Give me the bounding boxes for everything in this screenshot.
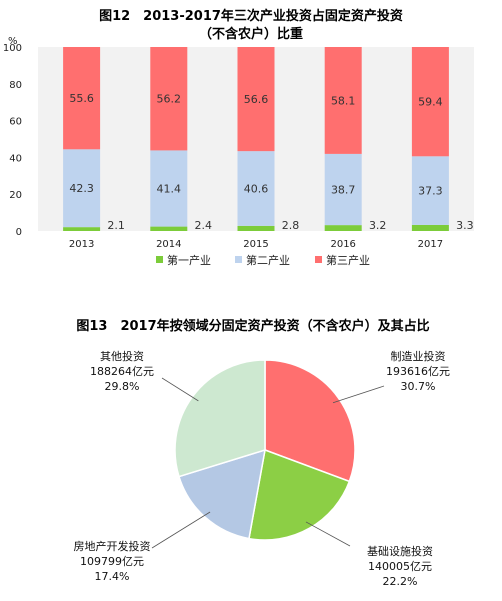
- data-label: 40.6: [244, 182, 269, 195]
- bar-tertiary: [63, 47, 101, 150]
- pie-slice: [178, 448, 266, 540]
- bar-tertiary: [324, 47, 362, 154]
- leader-line: [332, 385, 385, 404]
- slice-percent-label: 29.8%: [105, 380, 140, 393]
- data-label: 55.6: [69, 92, 94, 105]
- y-tick-label: 100: [3, 43, 22, 54]
- slice-amount-label: 193616亿元: [386, 365, 450, 378]
- data-label: 56.6: [244, 93, 269, 106]
- slice-amount-label: 140005亿元: [368, 560, 432, 573]
- bar-secondary: [411, 156, 449, 225]
- x-tick-label: 2014: [156, 239, 181, 250]
- data-label: 3.3: [456, 219, 474, 232]
- slice-name-label: 房地产开发投资: [74, 539, 151, 553]
- chart-subtitle: （不含农户）比重: [199, 26, 303, 42]
- slice-percent-label: 22.2%: [383, 575, 418, 588]
- pie-slice: [264, 359, 356, 483]
- bar-tertiary: [150, 47, 188, 151]
- data-label: 38.7: [331, 184, 356, 197]
- data-label: 58.1: [331, 94, 356, 107]
- bar-tertiary: [237, 47, 275, 152]
- bar-primary: [237, 225, 275, 231]
- data-label: 2.8: [282, 219, 300, 232]
- leader-line: [161, 377, 199, 402]
- data-label: 59.4: [418, 96, 443, 109]
- bar-primary: [411, 224, 449, 231]
- data-label: 42.3: [69, 182, 94, 195]
- legend-label: 第二产业: [246, 253, 290, 267]
- bar-tertiary: [411, 47, 449, 157]
- x-tick-label: 2015: [243, 239, 268, 250]
- slice-percent-label: 30.7%: [401, 380, 436, 393]
- y-tick-label: 80: [9, 80, 22, 91]
- legend-swatch: [156, 256, 163, 263]
- bar-secondary: [237, 151, 275, 226]
- legend-label: 第一产业: [167, 253, 211, 267]
- bar-secondary: [324, 153, 362, 226]
- data-label: 41.4: [157, 182, 182, 195]
- legend-label: 第三产业: [326, 253, 370, 267]
- y-tick-label: 40: [9, 153, 22, 164]
- slice-name-label: 制造业投资: [391, 349, 446, 363]
- slice-name-label: 基础设施投资: [367, 544, 433, 558]
- bar-secondary: [150, 150, 188, 227]
- y-tick-label: 20: [9, 190, 22, 201]
- y-axis-label: %: [8, 36, 18, 47]
- x-tick-label: 2016: [330, 239, 355, 250]
- data-label: 3.2: [369, 219, 387, 232]
- bar-primary: [324, 225, 362, 231]
- data-label: 56.2: [157, 93, 182, 106]
- x-tick-label: 2013: [69, 239, 94, 250]
- pie-slice: [174, 359, 266, 478]
- data-label: 37.3: [418, 185, 443, 198]
- slice-name-label: 其他投资: [100, 349, 144, 363]
- legend-swatch: [235, 256, 242, 263]
- bar-primary: [150, 226, 188, 231]
- data-label: 2.1: [107, 219, 125, 232]
- pie-slice: [248, 448, 351, 541]
- legend-swatch: [315, 256, 322, 263]
- y-tick-label: 60: [9, 117, 22, 128]
- slice-percent-label: 17.4%: [95, 570, 130, 583]
- y-tick-label: 0: [16, 227, 22, 238]
- chart-title: 图13 2017年按领域分固定资产投资（不含农户）及其占比: [76, 318, 429, 334]
- leader-line: [305, 521, 351, 547]
- data-label: 2.4: [195, 219, 213, 232]
- chart-title: 图12 2013-2017年三次产业投资占固定资产投资: [99, 8, 403, 24]
- x-tick-label: 2017: [418, 239, 443, 250]
- slice-amount-label: 109799亿元: [80, 555, 144, 568]
- bar-secondary: [63, 149, 101, 228]
- bar-primary: [63, 227, 101, 231]
- leader-line: [151, 511, 211, 549]
- slice-amount-label: 188264亿元: [90, 365, 154, 378]
- stacked-bar-chart: 图12 2013-2017年三次产业投资占固定资产投资 （不含农户）比重%100 8…: [3, 8, 474, 267]
